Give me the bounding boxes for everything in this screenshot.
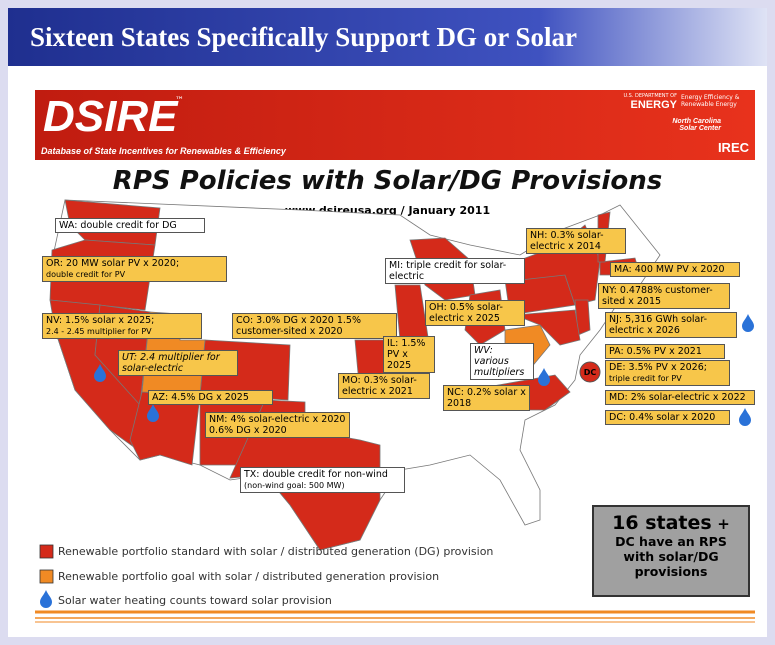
state-label: MI: triple credit for solar-electric	[385, 258, 525, 284]
state-label: AZ: 4.5% DG x 2025	[148, 390, 273, 405]
dc-marker-label: DC	[584, 368, 597, 377]
summary-box: 16 states + DC have an RPS with solar/DG…	[592, 505, 750, 597]
label-text: NH: 0.3% solar-electric x 2014	[530, 230, 604, 252]
label-text: TX: double credit for non-wind	[244, 469, 388, 480]
slide-title: Sixteen States Specifically Support DG o…	[8, 8, 767, 66]
map-title: RPS Policies with Solar/DG Provisions	[112, 166, 663, 196]
label-text: MD: 2% solar-electric x 2022	[609, 392, 746, 403]
label-text: NJ: 5,316 GWh solar-electric x 2026	[609, 314, 708, 336]
state-label: PA: 0.5% PV x 2021	[605, 344, 725, 359]
legend-item: Solar water heating counts toward solar …	[58, 594, 332, 607]
label-text: PA: 0.5% PV x 2021	[609, 346, 702, 357]
label-note: 2.4 - 2.45 multiplier for PV	[46, 327, 152, 336]
state-label: WV: various multipliers	[470, 343, 534, 380]
state-label: DE: 3.5% PV x 2026; triple credit for PV	[605, 360, 730, 386]
label-text: WA: double credit for DG	[59, 220, 177, 231]
label-text: WV: various multipliers	[474, 345, 525, 378]
state-label: NM: 4% solar-electric x 2020 0.6% DG x 2…	[205, 412, 350, 438]
footer-lines	[35, 610, 755, 623]
water-drop	[94, 364, 106, 382]
state-label: IL: 1.5% PV x 2025	[383, 336, 435, 373]
legend-item: Renewable portfolio standard with solar …	[58, 545, 494, 558]
label-text: NV: 1.5% solar x 2025;	[46, 315, 155, 326]
date: / January 2011	[400, 204, 491, 217]
legend-item: Renewable portfolio goal with solar / di…	[58, 570, 440, 583]
label-text: MA: 400 MW PV x 2020	[614, 264, 725, 275]
water-drop	[538, 368, 550, 386]
state-label: DC: 0.4% solar x 2020	[605, 410, 730, 425]
summary-text: DC have an RPS with solar/DG provisions	[615, 534, 727, 579]
logo: DSIRE	[43, 92, 178, 141]
label-text: NY: 0.4788% customer-sited x 2015	[602, 285, 713, 307]
label-text: IL: 1.5% PV x 2025	[387, 338, 426, 371]
water-drop	[742, 314, 754, 332]
irec: IREC	[717, 140, 749, 155]
state-label: OH: 0.5% solar-electric x 2025	[425, 300, 525, 326]
water-drop	[40, 590, 52, 608]
legend-swatch	[39, 544, 54, 559]
state-label: CO: 3.0% DG x 2020 1.5% customer-sited x…	[232, 313, 397, 339]
state-label: WA: double credit for DG	[55, 218, 205, 233]
state-label: TX: double credit for non-wind (non-wind …	[240, 467, 405, 493]
label-text: OR: 20 MW solar PV x 2020;	[46, 258, 180, 269]
state-label: MA: 400 MW PV x 2020	[610, 262, 740, 277]
label-text: UT: 2.4 multiplier for solar-electric	[122, 352, 220, 374]
state-label: NY: 0.4788% customer-sited x 2015	[598, 283, 730, 309]
label-note: double credit for PV	[46, 270, 126, 279]
label-text: NM: 4% solar-electric x 2020 0.6% DG x 2…	[209, 414, 346, 436]
label-text: DC: 0.4% solar x 2020	[609, 412, 716, 423]
label-note: triple credit for PV	[609, 374, 682, 383]
eere: Energy Efficiency & Renewable Energy	[681, 94, 740, 108]
legend-swatch	[39, 569, 54, 584]
state-label: NJ: 5,316 GWh solar-electric x 2026	[605, 312, 737, 338]
summary-plus: +	[717, 515, 730, 533]
trademark: ™	[175, 96, 184, 106]
state	[514, 309, 581, 346]
doe: ENERGY	[630, 99, 677, 111]
state-label: NV: 1.5% solar x 2025; 2.4 - 2.45 multipl…	[42, 313, 202, 339]
doe-small: U.S. DEPARTMENT OF	[623, 93, 677, 99]
label-note: (non-wind goal: 500 MW)	[244, 481, 345, 490]
label-text: MI: triple credit for solar-electric	[389, 260, 507, 282]
drops	[40, 314, 754, 608]
state-label: NC: 0.2% solar x 2018	[443, 385, 530, 411]
state-label: OR: 20 MW solar PV x 2020; double credit …	[42, 256, 227, 282]
state-label: NH: 0.3% solar-electric x 2014	[526, 228, 626, 254]
label-text: NC: 0.2% solar x 2018	[447, 387, 526, 409]
state-label: MD: 2% solar-electric x 2022	[605, 390, 755, 405]
dsire-banner: DSIRE ™ Database of State Incentives for…	[35, 90, 755, 160]
label-text: AZ: 4.5% DG x 2025	[152, 392, 249, 403]
ncsc: North Carolina Solar Center	[672, 118, 721, 132]
tagline: Database of State Incentives for Renewab…	[41, 146, 286, 156]
state-label: MO: 0.3% solar-electric x 2021	[338, 373, 430, 399]
water-drop	[147, 404, 159, 422]
state-label: UT: 2.4 multiplier for solar-electric	[118, 350, 238, 376]
label-text: OH: 0.5% solar-electric x 2025	[429, 302, 503, 324]
summary-count: 16 states	[612, 512, 712, 534]
label-text: DE: 3.5% PV x 2026;	[609, 362, 707, 373]
label-text: MO: 0.3% solar-electric x 2021	[342, 375, 417, 397]
water-drop	[739, 408, 751, 426]
dc-marker	[579, 361, 601, 383]
label-text: CO: 3.0% DG x 2020 1.5% customer-sited x…	[236, 315, 361, 337]
